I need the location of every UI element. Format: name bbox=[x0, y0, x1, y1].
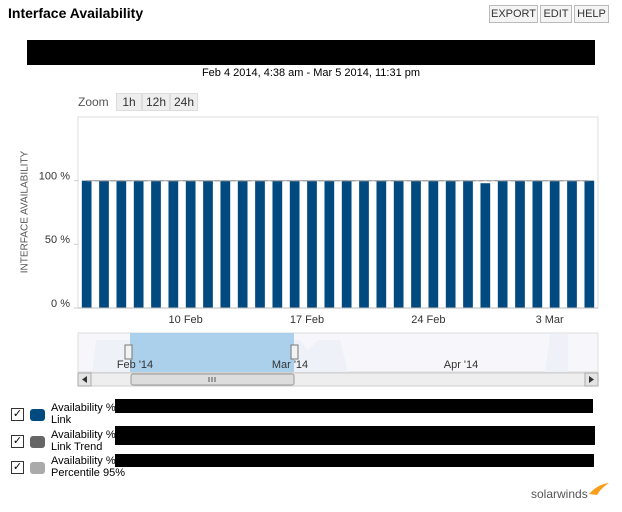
redacted bbox=[115, 426, 595, 445]
checkbox[interactable]: ✓ bbox=[11, 461, 24, 474]
edit-button[interactable]: EDIT bbox=[540, 5, 572, 23]
bar bbox=[515, 180, 525, 308]
navigator-handle[interactable] bbox=[290, 344, 299, 360]
bar bbox=[480, 183, 491, 308]
bar bbox=[237, 180, 248, 308]
navigator-label: Feb '14 bbox=[117, 359, 153, 371]
widget-title: Interface Availability bbox=[8, 5, 144, 21]
redacted bbox=[115, 399, 593, 413]
date-range: Feb 4 2014, 4:38 am - Mar 5 2014, 11:31 … bbox=[201, 67, 421, 79]
bar bbox=[289, 180, 300, 308]
legend-swatch bbox=[30, 409, 45, 421]
y-axis-label: INTERFACE AVAILABILITY bbox=[20, 150, 31, 273]
navigator-label: Apr '14 bbox=[444, 359, 479, 371]
navigator-selection[interactable] bbox=[130, 333, 294, 372]
checkbox[interactable]: ✓ bbox=[11, 408, 24, 421]
bar bbox=[133, 180, 144, 308]
checkbox[interactable]: ✓ bbox=[11, 435, 24, 448]
legend-swatch bbox=[30, 436, 45, 448]
bar bbox=[532, 180, 543, 308]
grip-icon bbox=[208, 377, 216, 382]
legend-label: Availability % Link bbox=[51, 402, 116, 426]
legend-item: ✓ Availability % Link bbox=[0, 399, 622, 428]
bar bbox=[567, 180, 577, 308]
y-tick-label: 0 % bbox=[51, 298, 70, 310]
navigator-series bbox=[545, 334, 568, 372]
bar bbox=[497, 180, 508, 308]
y-tick-label: 50 % bbox=[45, 234, 70, 246]
bar bbox=[376, 180, 387, 308]
zoom-button[interactable]: 12h bbox=[142, 93, 170, 111]
bar bbox=[549, 180, 560, 308]
bar bbox=[272, 180, 283, 308]
bar bbox=[255, 180, 265, 308]
bar bbox=[463, 180, 473, 308]
logo-icon bbox=[589, 483, 609, 495]
x-tick-label: 10 Feb bbox=[169, 314, 203, 326]
bar bbox=[81, 180, 92, 308]
navigator-label: Mar '14 bbox=[272, 359, 308, 371]
zoom-button[interactable]: 1h bbox=[116, 93, 142, 111]
plot-area bbox=[77, 116, 599, 309]
logo: solarwinds bbox=[531, 487, 588, 501]
y-tick-label: 100 % bbox=[39, 171, 70, 183]
legend-swatch bbox=[30, 462, 45, 474]
bar bbox=[584, 180, 595, 308]
arrow-icon bbox=[82, 376, 87, 383]
zoom-button[interactable]: 24h bbox=[170, 93, 198, 111]
redacted-subtitle bbox=[27, 40, 595, 65]
legend-item: ✓ Availability % Link Trend bbox=[0, 426, 622, 455]
bar bbox=[359, 180, 369, 308]
x-tick-label: 17 Feb bbox=[290, 314, 324, 326]
bar bbox=[151, 180, 161, 308]
redacted bbox=[115, 454, 594, 467]
bar bbox=[185, 180, 196, 308]
bar bbox=[220, 180, 231, 308]
bar bbox=[445, 180, 456, 308]
bar bbox=[307, 180, 317, 308]
bar bbox=[341, 180, 352, 308]
x-tick-label: 3 Mar bbox=[536, 314, 564, 326]
bar bbox=[203, 180, 213, 308]
help-button[interactable]: HELP bbox=[574, 5, 609, 23]
bar bbox=[324, 180, 335, 308]
legend-item: ✓ Availability % Link Percentile 95% bbox=[0, 454, 622, 481]
arrow-icon bbox=[589, 376, 594, 383]
bar bbox=[99, 180, 109, 308]
zoom-label: Zoom bbox=[78, 95, 109, 109]
export-button[interactable]: EXPORT bbox=[489, 5, 538, 23]
navigator-handle[interactable] bbox=[124, 344, 133, 360]
x-tick-label: 24 Feb bbox=[411, 314, 445, 326]
chart: INTERFACE AVAILABILITY 0 % 50 % 100 % 10 Fe… bbox=[20, 116, 599, 387]
bar bbox=[393, 180, 404, 308]
bar bbox=[411, 180, 421, 308]
legend-label: Availability % Link Trend bbox=[51, 429, 116, 453]
bar bbox=[116, 180, 127, 308]
bar bbox=[428, 180, 439, 308]
bar bbox=[168, 180, 179, 308]
